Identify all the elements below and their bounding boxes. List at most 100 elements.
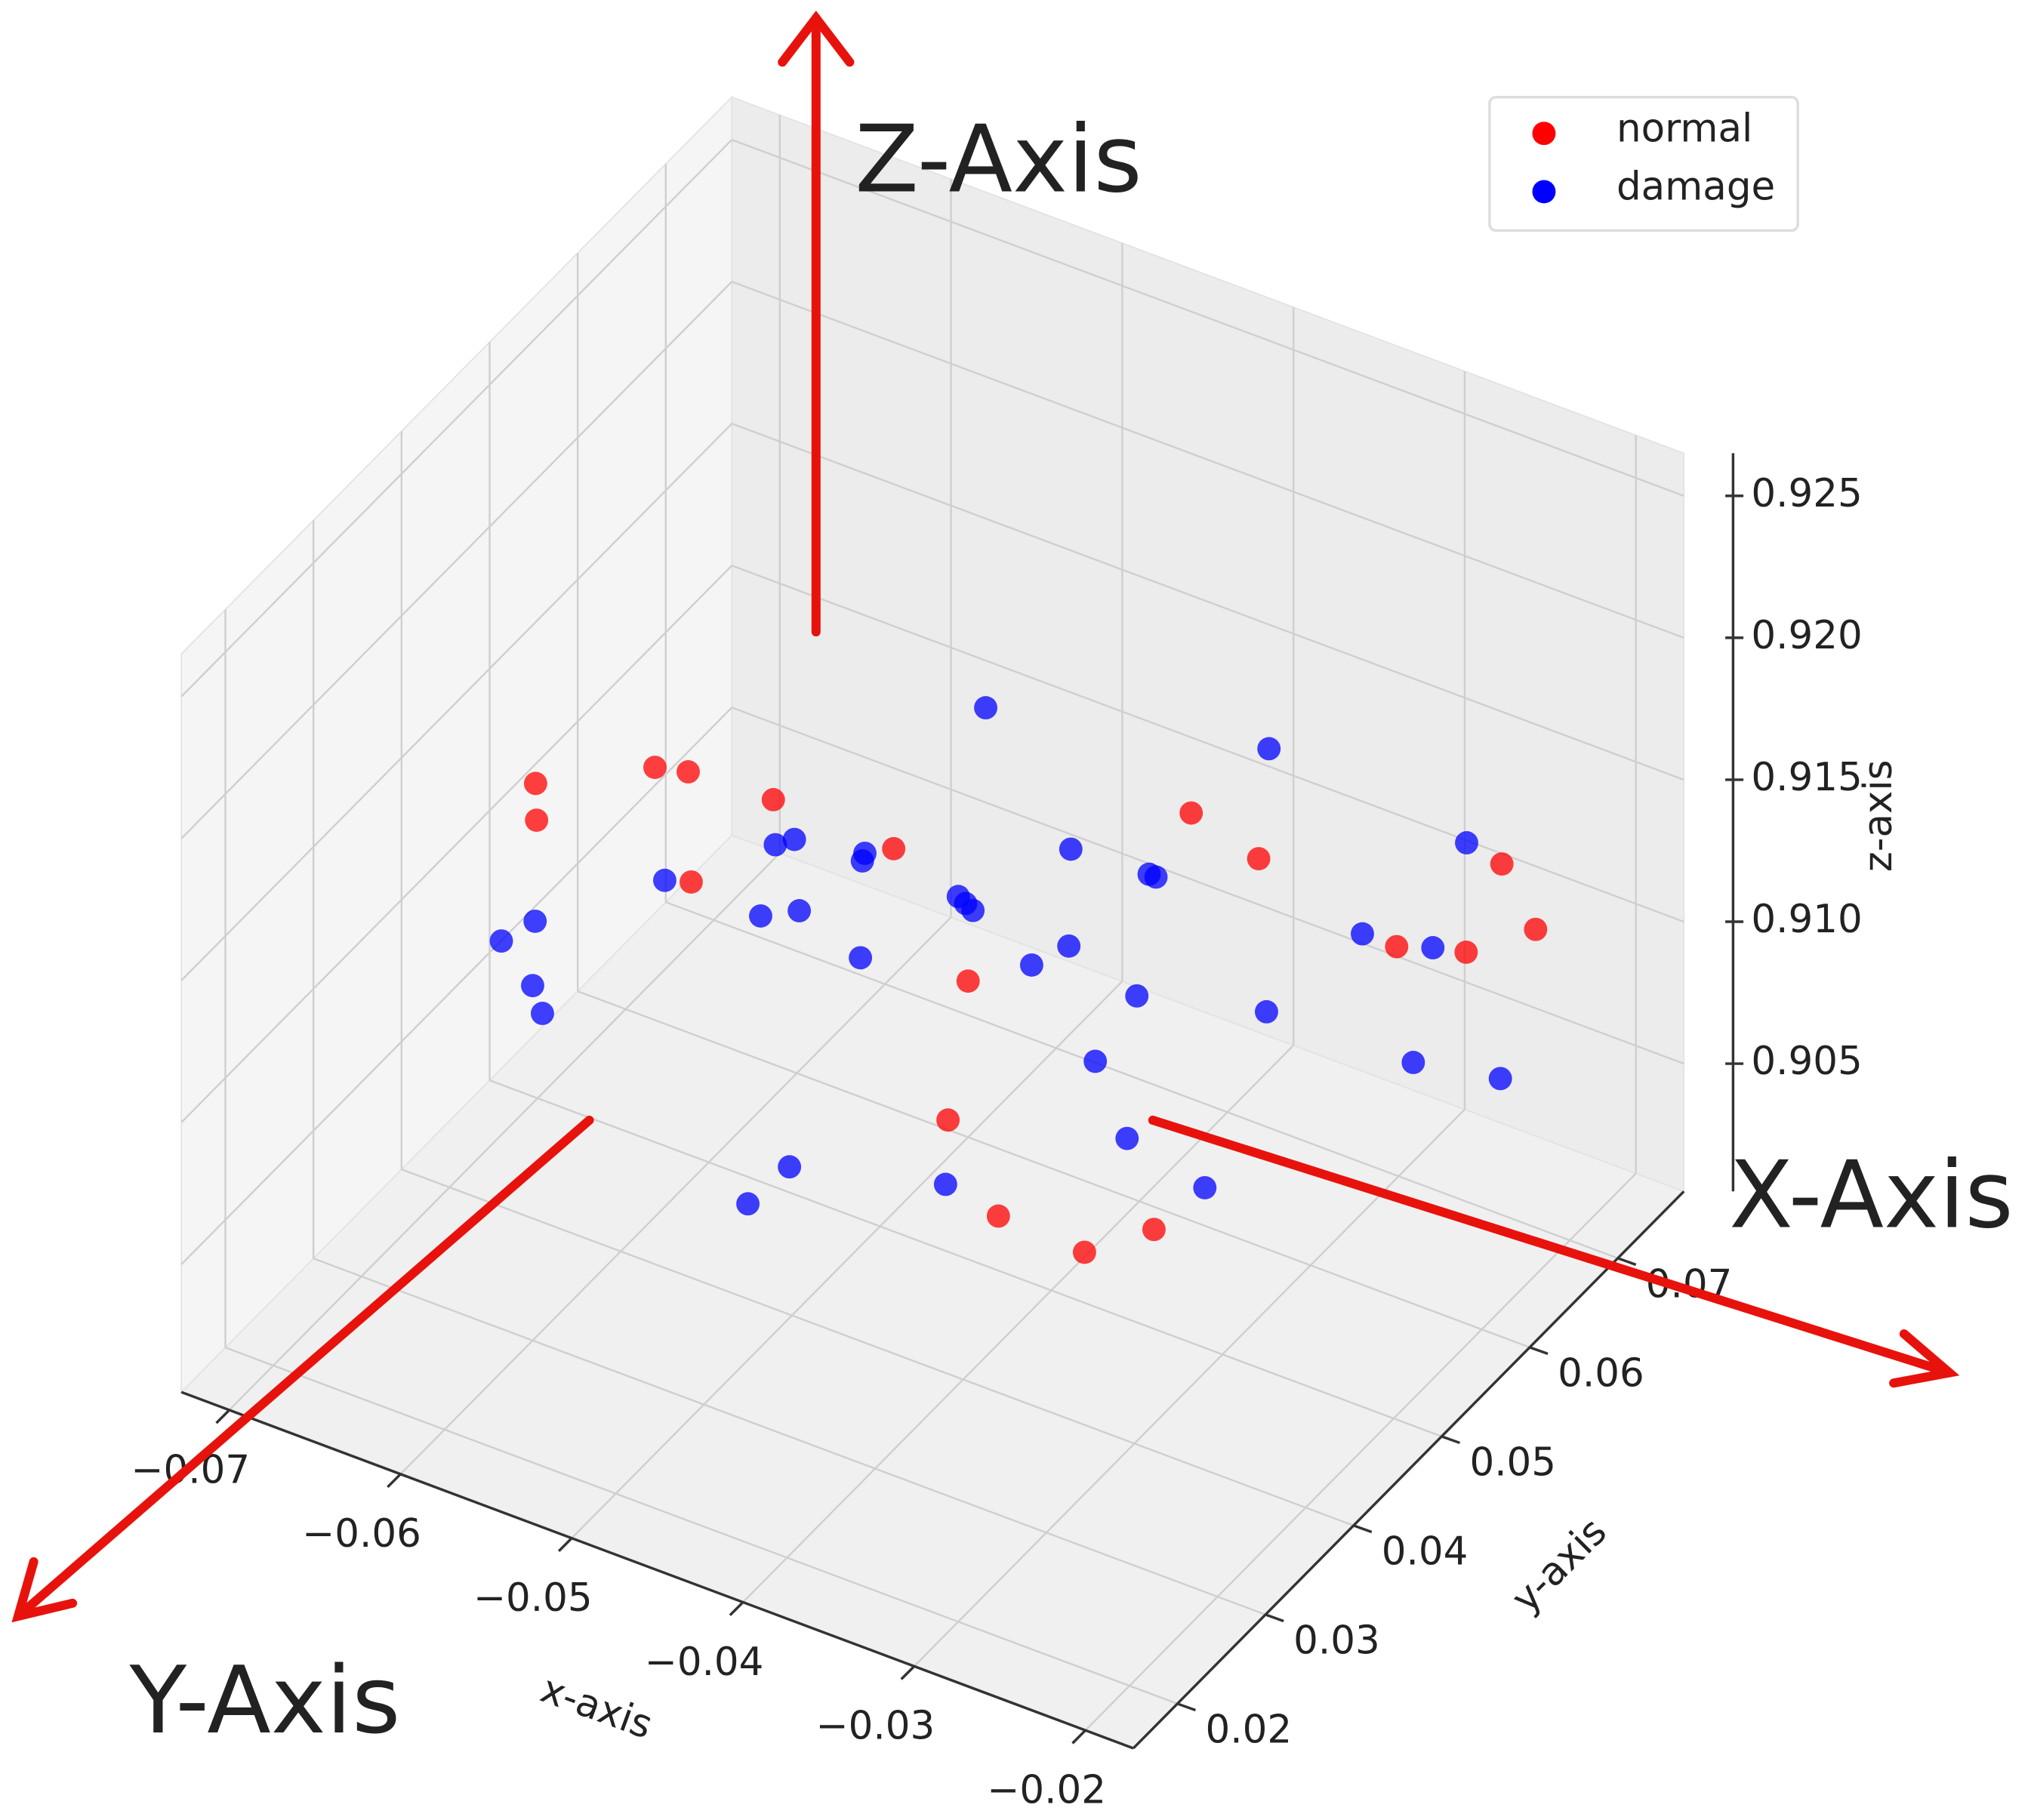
z-axis-label: z-axis <box>1856 759 1901 872</box>
point <box>787 899 812 922</box>
point <box>489 929 513 953</box>
point <box>1255 999 1278 1024</box>
grid-line <box>913 1108 1465 1668</box>
point <box>936 1108 960 1132</box>
point <box>653 868 676 892</box>
grid-line <box>731 423 1684 781</box>
grid-line <box>180 707 733 1265</box>
z-tick-label: 0.905 <box>1751 1039 1862 1084</box>
point <box>946 885 970 909</box>
point <box>1083 1049 1108 1073</box>
point <box>1351 922 1374 946</box>
x-arrow <box>1148 1115 1954 1378</box>
point <box>1179 801 1203 825</box>
point <box>1490 852 1514 876</box>
tick-mark <box>387 1473 402 1489</box>
x-tick-label: −0.04 <box>645 1640 764 1685</box>
grid-line <box>731 707 1684 1065</box>
point <box>1057 934 1081 958</box>
legend-box <box>1488 95 1799 233</box>
y-axis-line <box>1132 1190 1685 1750</box>
grid-line <box>731 281 1684 639</box>
point <box>521 974 544 998</box>
grid-line <box>401 1168 1355 1527</box>
grid-line <box>665 901 1619 1259</box>
point <box>1019 953 1043 977</box>
grid-line <box>571 981 1123 1539</box>
z-tick-label: 0.910 <box>1751 897 1862 942</box>
y-tick-label: 0.04 <box>1382 1529 1469 1575</box>
point <box>523 909 547 933</box>
annotation-arrows <box>11 11 1960 1623</box>
points <box>489 696 1548 1264</box>
point <box>643 756 667 779</box>
grid-line <box>313 1258 1266 1616</box>
point <box>961 898 985 922</box>
point <box>853 841 877 865</box>
x-tick-label: −0.02 <box>987 1768 1106 1813</box>
point <box>736 1192 760 1216</box>
tick-mark <box>215 1409 230 1424</box>
x-axis-line <box>180 1390 1134 1750</box>
tick-mark <box>1265 1613 1284 1623</box>
point <box>1488 1067 1512 1091</box>
point <box>676 760 700 784</box>
point <box>1115 1126 1139 1150</box>
panes <box>180 95 1685 1749</box>
legend: normal damage <box>1488 95 1799 233</box>
point <box>1072 1240 1096 1264</box>
point <box>1385 935 1409 959</box>
point <box>680 870 703 894</box>
point <box>1193 1175 1217 1199</box>
tick-mark <box>729 1601 744 1616</box>
legend-marker <box>1532 180 1556 204</box>
point <box>849 946 873 970</box>
y-arrow-head <box>11 1557 78 1623</box>
point <box>782 827 806 851</box>
point <box>933 1172 957 1196</box>
point <box>763 833 787 857</box>
tick-mark <box>1071 1729 1086 1745</box>
point <box>1247 847 1271 870</box>
x-tick-label: −0.03 <box>816 1704 935 1749</box>
x-axis-label: x-axis <box>535 1666 658 1748</box>
point <box>882 836 906 861</box>
point <box>1059 837 1083 861</box>
legend-label: damage <box>1616 164 1775 209</box>
point <box>778 1155 802 1179</box>
point <box>749 904 772 928</box>
annotation: Z-Axis <box>855 105 1142 214</box>
annotation: X-Axis <box>1729 1141 2014 1250</box>
x-tick-label: −0.06 <box>302 1511 421 1557</box>
y-tick-label: 0.02 <box>1206 1708 1293 1753</box>
grid-line <box>180 281 733 839</box>
legend-label: normal <box>1616 106 1752 151</box>
grid-line <box>180 423 733 981</box>
grid-line <box>180 139 733 698</box>
grid-line <box>731 138 1684 497</box>
point <box>1257 737 1281 761</box>
point <box>1142 1218 1166 1242</box>
point <box>523 771 547 796</box>
y-tick-label: 0.03 <box>1293 1618 1380 1664</box>
point <box>1401 1051 1425 1074</box>
point <box>986 1204 1010 1228</box>
grid-line <box>1084 1172 1637 1732</box>
point <box>525 808 549 832</box>
tick-mark <box>1529 1346 1549 1356</box>
tick-mark <box>1176 1702 1197 1712</box>
grid-line <box>180 565 733 1123</box>
tick-mark <box>557 1537 573 1553</box>
z-tick-label: 0.925 <box>1751 471 1862 516</box>
point <box>1421 936 1445 959</box>
grid-line <box>731 565 1684 923</box>
x-tick-label: −0.05 <box>473 1575 593 1621</box>
grid-line <box>228 852 781 1411</box>
tick-mark <box>900 1665 916 1680</box>
annotation: Y-Axis <box>129 1646 401 1755</box>
legend-marker <box>1532 122 1556 146</box>
y-tick-label: 0.06 <box>1558 1351 1644 1397</box>
tick-mark <box>1617 1257 1637 1266</box>
